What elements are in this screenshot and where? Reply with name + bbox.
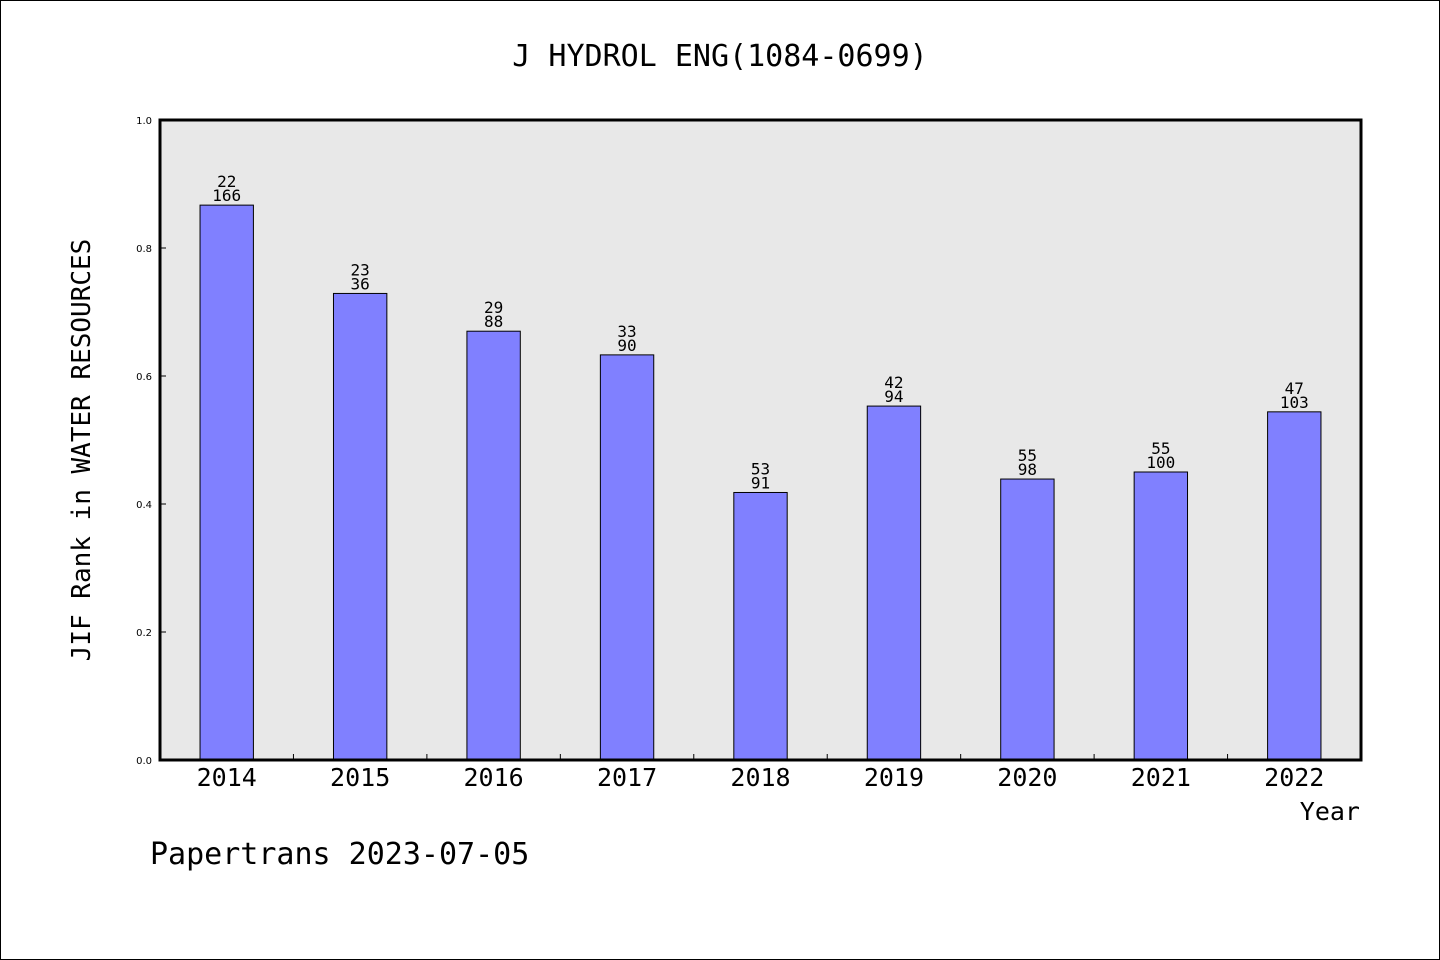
- y-tick-label: 0.0: [136, 756, 152, 767]
- data-label-top: 47: [1285, 379, 1304, 398]
- footer-credit: Papertrans 2023-07-05: [150, 837, 529, 872]
- bar-2020: [1000, 478, 1055, 761]
- data-label-top: 22: [217, 172, 236, 191]
- data-label-bottom: 166: [212, 186, 241, 205]
- y-tick-label: 0.8: [136, 244, 152, 255]
- x-tick-label: 2014: [197, 763, 257, 792]
- data-label-top: 23: [351, 260, 370, 279]
- x-axis-label: Year: [1300, 797, 1360, 826]
- data-label-bottom: 94: [884, 387, 903, 406]
- x-tick-label: 2022: [1264, 763, 1324, 792]
- x-tick-label: 2020: [997, 763, 1057, 792]
- y-tick-label: 0.4: [136, 500, 152, 511]
- x-tick-label: 2021: [1131, 763, 1191, 792]
- bar-2021: [1133, 471, 1189, 761]
- data-label-bottom: 90: [617, 336, 636, 355]
- plot-border: [158, 118, 1363, 762]
- bar-2016: [466, 330, 521, 761]
- data-label-bottom: 88: [484, 312, 503, 331]
- bar-2015: [332, 292, 388, 761]
- data-label-top: 42: [884, 373, 903, 392]
- bar-2022: [1267, 411, 1322, 761]
- data-label-top: 29: [484, 298, 503, 317]
- bar-2019: [866, 405, 922, 761]
- x-tick-label: 2016: [464, 763, 524, 792]
- data-label-bottom: 91: [751, 473, 770, 492]
- data-label-bottom: 98: [1018, 460, 1037, 479]
- chart-title: J HYDROL ENG(1084-0699): [512, 39, 927, 74]
- data-label-bottom: 36: [351, 274, 370, 293]
- x-tick-label: 2019: [864, 763, 924, 792]
- bar-2014: [199, 204, 254, 761]
- data-label-top: 55: [1151, 439, 1170, 458]
- data-label-bottom: 103: [1280, 393, 1309, 412]
- y-tick-label: 0.6: [136, 372, 152, 383]
- x-tick-label: 2017: [597, 763, 657, 792]
- x-axis-ticks: 2014 2015 2016 2017 2018 2019 2020 2021 2022: [197, 754, 1324, 792]
- bar-2017: [599, 354, 655, 761]
- x-tick-label: 2015: [330, 763, 390, 792]
- x-tick-label: 2018: [730, 763, 790, 792]
- data-label-bottom: 100: [1146, 453, 1175, 472]
- y-tick-label: 1.0: [136, 116, 152, 127]
- y-axis-label: JIF Rank in WATER RESOURCES: [67, 239, 97, 662]
- data-label-top: 53: [751, 459, 770, 478]
- data-label-top: 33: [617, 322, 636, 341]
- bars: [199, 204, 1322, 761]
- data-label-top: 55: [1018, 446, 1037, 465]
- y-tick-label: 0.2: [136, 628, 152, 639]
- bar-2018: [733, 491, 788, 761]
